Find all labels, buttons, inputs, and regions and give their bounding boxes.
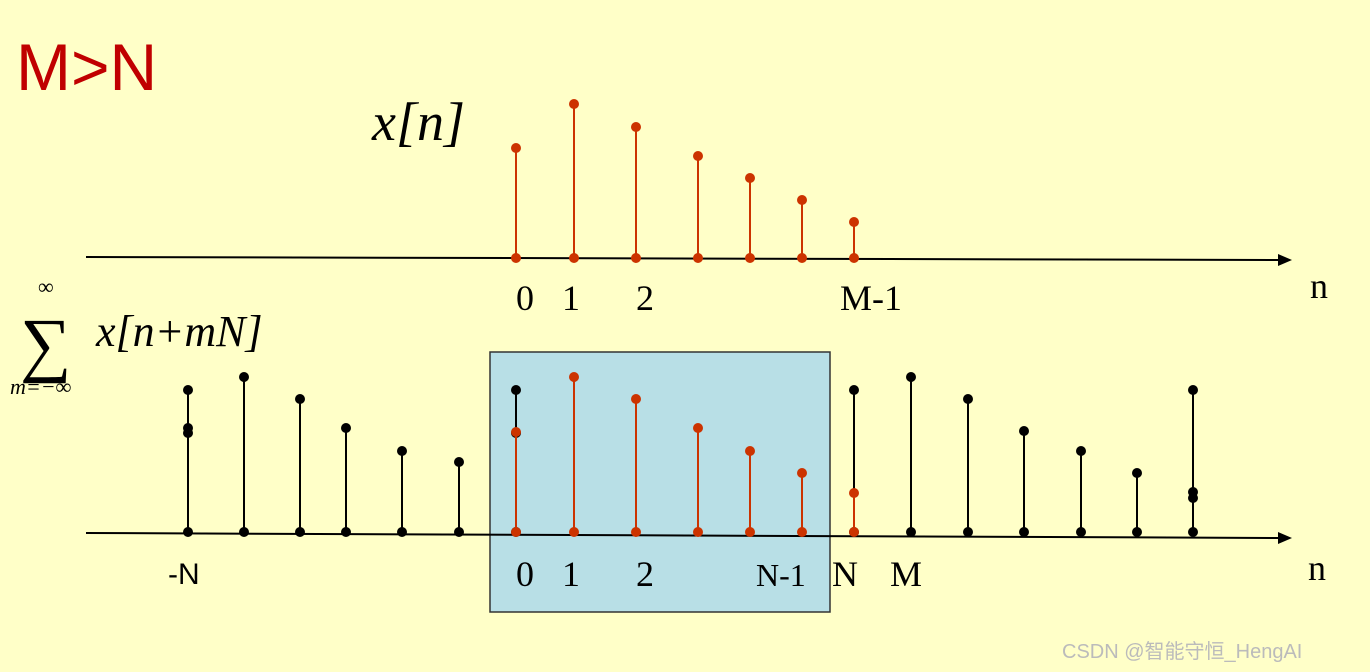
dot xyxy=(239,527,249,537)
period-box xyxy=(489,351,831,613)
axis-label: n xyxy=(1308,548,1326,588)
dot xyxy=(454,457,464,467)
dot xyxy=(745,527,755,537)
dot xyxy=(397,446,407,456)
axis-label: n xyxy=(1310,266,1328,306)
tick-label: 1 xyxy=(562,278,580,318)
dot xyxy=(1188,385,1198,395)
dot xyxy=(797,253,807,263)
dot xyxy=(849,385,859,395)
top-label: x[n] xyxy=(371,92,465,152)
dot xyxy=(295,394,305,404)
dot xyxy=(183,527,193,537)
dot xyxy=(693,253,703,263)
dot xyxy=(569,372,579,382)
dot xyxy=(849,488,859,498)
dot xyxy=(511,527,521,537)
tick-label: 2 xyxy=(636,278,654,318)
tick-label: M-1 xyxy=(840,278,902,318)
sum-upper: ∞ xyxy=(38,274,54,299)
dot xyxy=(511,143,521,153)
bottom-label: x[n+mN] xyxy=(95,307,263,356)
dot xyxy=(1019,527,1029,537)
dot xyxy=(631,122,641,132)
dot xyxy=(906,372,916,382)
dot xyxy=(1132,527,1142,537)
dot xyxy=(511,385,521,395)
dot xyxy=(906,527,916,537)
dot xyxy=(569,527,579,537)
bottom-axis xyxy=(85,532,1283,539)
dot xyxy=(183,385,193,395)
title: M>N xyxy=(16,30,157,104)
dot xyxy=(1019,426,1029,436)
dot xyxy=(454,527,464,537)
top-axis xyxy=(85,256,1283,261)
dot xyxy=(341,423,351,433)
tick-label: 0 xyxy=(516,554,534,594)
dot xyxy=(631,394,641,404)
sum-lower: m=−∞ xyxy=(10,374,72,399)
tick-label: 0 xyxy=(516,278,534,318)
arrow xyxy=(1278,532,1292,544)
dot xyxy=(693,423,703,433)
dot xyxy=(849,217,859,227)
dot xyxy=(1076,527,1086,537)
dot xyxy=(849,527,859,537)
tick-label: N-1 xyxy=(756,557,806,593)
dot xyxy=(849,253,859,263)
dot xyxy=(797,468,807,478)
dot xyxy=(963,394,973,404)
dot xyxy=(745,173,755,183)
dot xyxy=(745,446,755,456)
watermark: CSDN @智能守恒_HengAI xyxy=(1062,640,1302,663)
tick-label: M xyxy=(890,554,922,594)
dot xyxy=(631,253,641,263)
dot xyxy=(511,253,521,263)
dot xyxy=(745,253,755,263)
dot xyxy=(631,527,641,537)
dot xyxy=(963,527,973,537)
dot xyxy=(1132,468,1142,478)
dot xyxy=(1188,527,1198,537)
dot xyxy=(569,253,579,263)
dot xyxy=(797,195,807,205)
tick-label: -N xyxy=(168,558,200,591)
dot xyxy=(797,527,807,537)
dot xyxy=(397,527,407,537)
dot xyxy=(569,99,579,109)
dot xyxy=(183,428,193,438)
dot xyxy=(693,151,703,161)
dot xyxy=(693,527,703,537)
dot xyxy=(1076,446,1086,456)
dot xyxy=(239,372,249,382)
dot xyxy=(1188,493,1198,503)
tick-label: N xyxy=(832,554,858,594)
dot xyxy=(511,427,521,437)
sum-symbol: ∑ xyxy=(20,304,71,384)
dot xyxy=(295,527,305,537)
tick-label: 1 xyxy=(562,554,580,594)
tick-label: 2 xyxy=(636,554,654,594)
dot xyxy=(341,527,351,537)
arrow xyxy=(1278,254,1292,266)
